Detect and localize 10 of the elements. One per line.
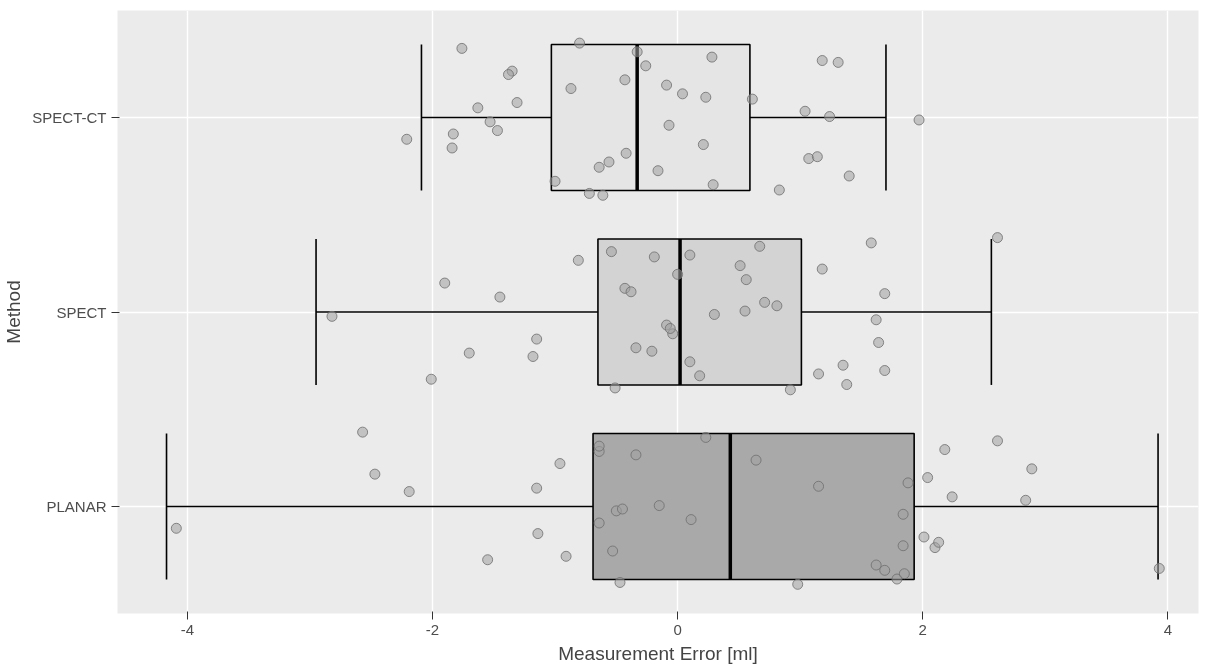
x-tick-label: -2: [425, 620, 440, 638]
y-tick-label: SPECT-CT: [32, 108, 107, 126]
x-axis-title: Measurement Error [ml]: [558, 642, 758, 664]
x-tick-label: 2: [918, 620, 927, 638]
y-tick-label: PLANAR: [46, 498, 107, 516]
x-tick-label: 0: [673, 620, 682, 638]
y-tick-label: SPECT: [56, 303, 107, 321]
y-axis-title: Method: [3, 280, 25, 344]
x-tick-label: 4: [1163, 620, 1173, 638]
x-tick-label: -4: [180, 620, 195, 638]
